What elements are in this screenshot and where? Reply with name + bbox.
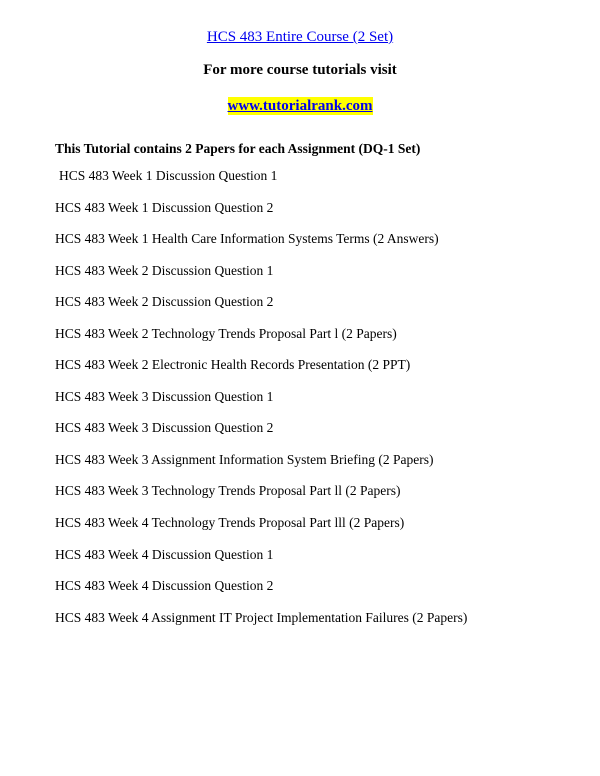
document-page: HCS 483 Entire Course (2 Set) For more c… [0,0,600,776]
list-item: HCS 483 Week 4 Discussion Question 2 [55,577,545,595]
intro-text: This Tutorial contains 2 Papers for each… [55,141,545,157]
list-item: HCS 483 Week 2 Discussion Question 1 [55,262,545,280]
list-item: HCS 483 Week 4 Technology Trends Proposa… [55,514,545,532]
list-item: HCS 483 Week 3 Technology Trends Proposa… [55,482,545,500]
course-title-link[interactable]: HCS 483 Entire Course (2 Set) [207,29,393,45]
list-item: HCS 483 Week 1 Health Care Information S… [55,230,545,248]
course-title-container: HCS 483 Entire Course (2 Set) [55,28,545,46]
list-item: HCS 483 Week 2 Technology Trends Proposa… [55,325,545,343]
list-item: HCS 483 Week 4 Discussion Question 1 [55,546,545,564]
list-item: HCS 483 Week 3 Discussion Question 2 [55,419,545,437]
list-item: HCS 483 Week 2 Discussion Question 2 [55,293,545,311]
list-item: HCS 483 Week 1 Discussion Question 2 [55,199,545,217]
list-item: HCS 483 Week 1 Discussion Question 1 [55,167,545,185]
site-link[interactable]: www.tutorialrank.com [228,97,373,115]
subtitle-text: For more course tutorials visit [55,62,545,79]
list-item: HCS 483 Week 2 Electronic Health Records… [55,356,545,374]
list-item: HCS 483 Week 4 Assignment IT Project Imp… [55,609,545,627]
site-link-container: www.tutorialrank.com [55,97,545,115]
list-item: HCS 483 Week 3 Assignment Information Sy… [55,451,545,469]
list-item: HCS 483 Week 3 Discussion Question 1 [55,388,545,406]
